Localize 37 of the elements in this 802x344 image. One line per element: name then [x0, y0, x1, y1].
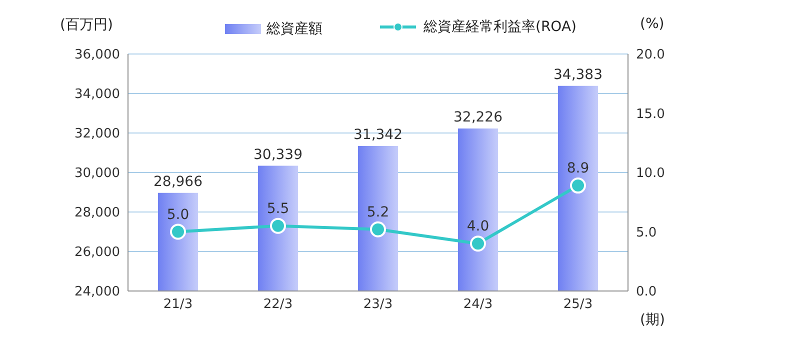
y-tick-label: 24,000 — [74, 284, 120, 300]
y2-tick-label: 15.0 — [636, 106, 665, 122]
y-tick-label: 26,000 — [74, 245, 120, 260]
data-label: 4.0 — [466, 218, 490, 235]
data-label: 34,383 — [554, 66, 602, 83]
y2-tick-label: 5.0 — [636, 225, 657, 240]
data-label: 28,966 — [154, 174, 203, 190]
x-tick-label: 22/3 — [263, 297, 293, 312]
data-label: 31,342 — [354, 126, 402, 143]
legend-label: 総資産額 — [265, 20, 322, 38]
data-label: 30,339 — [254, 146, 302, 163]
y-tick-label: 30,000 — [74, 166, 120, 182]
y-tick-label: 36,000 — [74, 48, 120, 63]
y-tick-label: 28,000 — [74, 206, 120, 221]
y-axis-title: (百万円) — [60, 16, 113, 34]
data-label: 5.0 — [166, 206, 190, 223]
y-tick-label: 34,000 — [74, 87, 120, 102]
x-tick-label: 25/3 — [563, 297, 593, 312]
point — [170, 224, 186, 240]
data-label: 8.9 — [566, 160, 590, 177]
point — [570, 178, 586, 194]
y2-tick-label: 10.0 — [636, 166, 665, 182]
data-label: 5.5 — [266, 200, 290, 217]
point — [370, 221, 386, 238]
legend-label: 総資産経常利益率(ROA) — [422, 18, 576, 36]
point — [270, 218, 286, 234]
x-axis-title: (期) — [640, 311, 665, 329]
y2-tick-label: 0.0 — [636, 284, 657, 300]
x-tick-label: 21/3 — [163, 297, 193, 312]
data-label: 32,226 — [454, 110, 503, 126]
x-tick-label: 23/3 — [363, 297, 393, 312]
y2-axis-title: (%) — [640, 16, 664, 32]
y-tick-label: 32,000 — [74, 126, 120, 142]
point — [470, 236, 486, 252]
y2-tick-label: 20.0 — [636, 48, 665, 63]
x-tick-label: 24/3 — [463, 297, 493, 312]
data-label: 5.2 — [366, 204, 390, 220]
